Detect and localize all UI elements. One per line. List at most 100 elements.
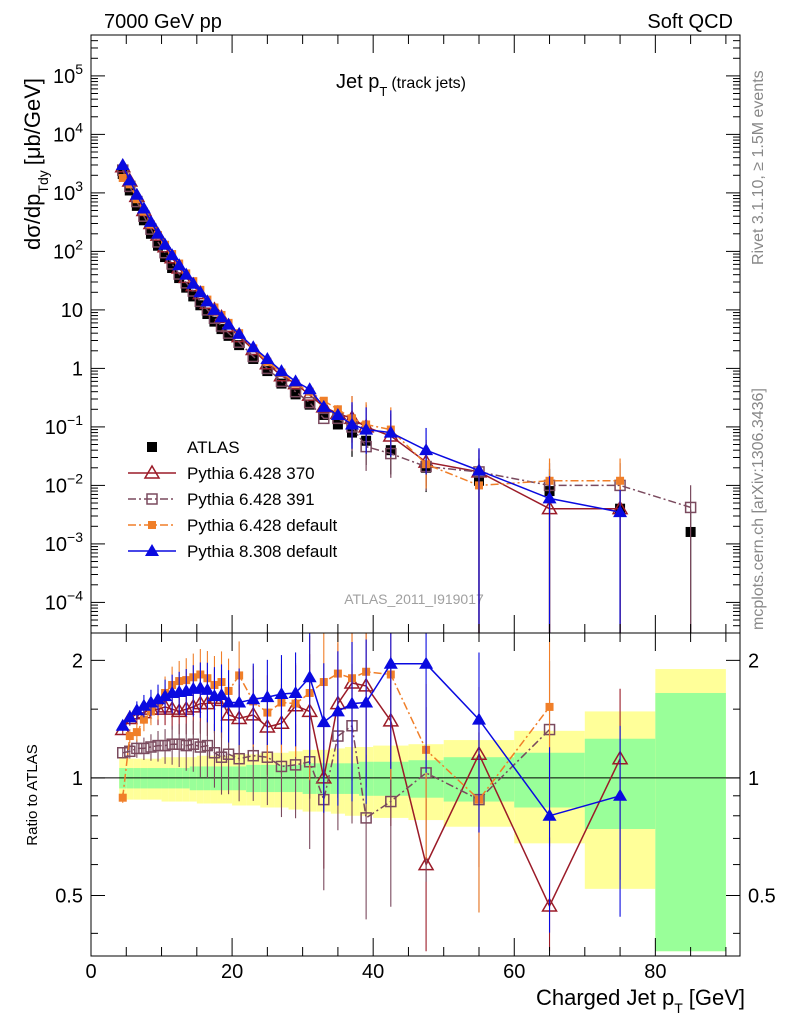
data-point	[290, 389, 301, 400]
x-tick-label: 60	[503, 961, 525, 983]
legend-label: Pythia 6.428 391	[187, 490, 315, 509]
series-p8def	[115, 157, 628, 633]
ratio-point	[274, 687, 289, 700]
legend-entry: Pythia 6.428 391	[128, 490, 315, 509]
ratio-ylabel: Ratio to ATLAS	[24, 744, 41, 845]
data-point	[684, 501, 697, 514]
data-point	[129, 187, 144, 200]
ratio-tick-label-left: 1	[72, 768, 83, 790]
data-point	[118, 173, 127, 182]
ratio-point	[173, 738, 185, 750]
y-tick-label: 103	[53, 178, 83, 205]
data-point	[316, 399, 331, 412]
x-tick-label: 20	[221, 961, 243, 983]
series-p370	[114, 158, 629, 633]
legend-marker	[148, 521, 156, 529]
y-tick-label: 10	[61, 300, 83, 322]
legend-entry: ATLAS	[147, 438, 240, 457]
ratio-point	[221, 695, 236, 708]
ratio-point	[200, 682, 215, 695]
x-tick-label: 40	[362, 961, 384, 983]
data-point	[542, 491, 557, 504]
data-point	[214, 310, 229, 323]
ratio-point	[359, 695, 374, 708]
data-point	[167, 263, 178, 274]
ratio-point	[151, 692, 166, 705]
ratio-point	[288, 685, 303, 698]
legend-entry: Pythia 6.428 default	[128, 516, 338, 535]
ratio-point	[275, 760, 288, 773]
data-point	[151, 226, 166, 239]
ratio-tick-label-right: 1	[748, 768, 759, 790]
ratio-point	[118, 793, 127, 802]
legend-label: Pythia 6.428 370	[187, 464, 315, 483]
ratio-point	[159, 739, 171, 752]
ratio-tick-label-right: 0.5	[748, 886, 776, 908]
data-point	[193, 285, 208, 298]
data-point	[304, 399, 315, 410]
ratio-point	[215, 751, 228, 763]
ratio-point	[471, 712, 486, 725]
ratio-point	[260, 690, 275, 703]
ratio-point	[180, 739, 192, 752]
data-point	[124, 185, 135, 196]
ratio-point	[187, 738, 200, 750]
legend-marker	[143, 464, 161, 479]
band-inner	[655, 692, 726, 952]
data-point	[122, 173, 137, 186]
data-point	[248, 353, 259, 364]
data-point	[345, 417, 360, 430]
ratio-point	[247, 749, 259, 762]
data-point	[174, 273, 185, 284]
series-atlas	[117, 169, 696, 633]
ratio-point	[419, 656, 434, 669]
legend-marker	[145, 544, 159, 556]
ratio-tick-label-right: 2	[748, 650, 759, 672]
ratio-point	[246, 692, 261, 705]
ratio-point	[132, 728, 141, 737]
y-tick-label: 102	[53, 236, 83, 263]
series-line	[122, 164, 621, 513]
ratio-point	[316, 715, 331, 728]
ratio-point	[170, 702, 188, 718]
ratio-point	[613, 788, 628, 801]
ratio-point	[125, 732, 134, 741]
ratio-line	[122, 724, 551, 820]
ratio-point	[158, 689, 173, 702]
ratio-point	[138, 742, 150, 755]
header-right: Soft QCD	[647, 11, 733, 33]
top-ylabel: dσ/dpTdy[μb/GeV]	[20, 78, 51, 250]
chart-title: Jet pT (track jets)	[336, 71, 466, 99]
data-point	[216, 324, 227, 335]
ratio-point	[232, 695, 247, 708]
data-point	[419, 443, 434, 456]
data-point	[200, 294, 215, 307]
x-tick-label: 80	[644, 961, 666, 983]
ratio-frame	[90, 632, 741, 957]
y-tick-label: 10−1	[45, 412, 83, 439]
ratio-point	[136, 698, 151, 711]
data-point	[158, 237, 173, 250]
data-point	[330, 407, 345, 420]
data-point	[221, 317, 236, 330]
series-p6def	[118, 173, 625, 633]
ratio-point	[143, 695, 158, 708]
rivet-label: Rivet 3.1.10, ≥ 1.5M events	[750, 70, 767, 265]
top-series-layer	[114, 157, 697, 633]
data-point	[115, 157, 130, 170]
ratio-tick-label-left: 2	[72, 650, 83, 672]
data-point	[318, 409, 329, 420]
y-tick-label: 1	[72, 358, 83, 380]
data-point	[332, 419, 343, 430]
ratio-point	[330, 704, 345, 717]
data-point	[262, 366, 273, 377]
ratio-point	[201, 739, 214, 752]
data-point	[318, 412, 330, 425]
ratio-point	[542, 808, 557, 821]
legend-label: ATLAS	[187, 438, 240, 457]
data-point	[234, 340, 245, 351]
data-point	[613, 505, 628, 518]
legend-label: Pythia 8.308 default	[187, 542, 338, 561]
data-point	[207, 302, 222, 315]
